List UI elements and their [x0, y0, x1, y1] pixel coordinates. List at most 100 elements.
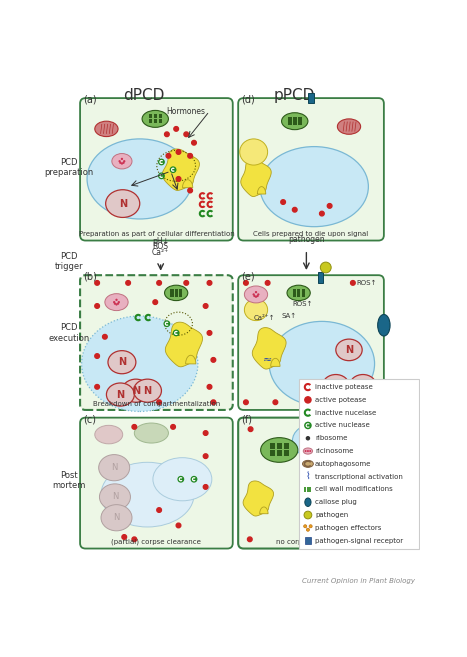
Ellipse shape	[106, 383, 134, 406]
Ellipse shape	[101, 463, 194, 527]
FancyBboxPatch shape	[310, 487, 311, 492]
Bar	[302, 289, 305, 292]
Polygon shape	[260, 507, 268, 514]
Bar	[298, 122, 302, 125]
Text: N: N	[116, 390, 124, 399]
Ellipse shape	[261, 438, 298, 463]
Ellipse shape	[87, 139, 192, 219]
Ellipse shape	[303, 461, 313, 467]
Circle shape	[119, 162, 121, 164]
Circle shape	[157, 400, 162, 405]
Text: pathogen effectors: pathogen effectors	[315, 525, 381, 531]
Circle shape	[159, 159, 164, 165]
Ellipse shape	[164, 285, 188, 301]
Text: PCD
preparation: PCD preparation	[45, 158, 94, 177]
Text: transcriptional activation: transcriptional activation	[315, 474, 403, 480]
Circle shape	[309, 525, 312, 528]
Circle shape	[265, 281, 270, 285]
Text: ricinosome: ricinosome	[315, 448, 353, 454]
Polygon shape	[165, 322, 203, 367]
Ellipse shape	[153, 458, 212, 501]
Text: ribosome: ribosome	[315, 435, 347, 442]
Ellipse shape	[292, 424, 336, 458]
Circle shape	[203, 485, 208, 489]
Circle shape	[184, 132, 189, 137]
Text: (e): (e)	[241, 272, 255, 282]
Circle shape	[304, 511, 312, 519]
Bar	[288, 122, 292, 125]
Ellipse shape	[305, 498, 311, 507]
Circle shape	[309, 450, 311, 452]
Circle shape	[166, 154, 171, 158]
Circle shape	[211, 400, 216, 405]
Circle shape	[255, 296, 257, 298]
Ellipse shape	[95, 121, 118, 137]
Text: (partial) corpse clearance: (partial) corpse clearance	[112, 539, 201, 545]
Circle shape	[114, 302, 116, 305]
Circle shape	[191, 141, 196, 145]
Text: Ca²⁺↑: Ca²⁺↑	[254, 315, 275, 321]
Bar	[154, 114, 157, 118]
Circle shape	[207, 330, 212, 335]
Bar	[179, 293, 183, 297]
Circle shape	[320, 262, 331, 273]
Ellipse shape	[244, 286, 268, 303]
Text: N: N	[113, 513, 120, 522]
Circle shape	[132, 424, 137, 429]
Text: pathogen: pathogen	[288, 235, 325, 244]
Text: cell wall modifications: cell wall modifications	[315, 486, 393, 493]
Bar	[170, 289, 174, 292]
Text: callose plug: callose plug	[315, 499, 357, 505]
Polygon shape	[185, 355, 196, 364]
Circle shape	[173, 330, 179, 336]
Bar	[175, 293, 178, 297]
Circle shape	[351, 281, 355, 285]
Text: Ca²⁺: Ca²⁺	[152, 248, 170, 257]
Text: dPCD: dPCD	[123, 88, 164, 103]
Circle shape	[304, 525, 307, 528]
Text: N: N	[132, 386, 140, 396]
Bar	[277, 450, 282, 456]
Ellipse shape	[269, 321, 375, 406]
FancyBboxPatch shape	[238, 275, 384, 410]
Ellipse shape	[99, 455, 130, 481]
Circle shape	[203, 454, 208, 459]
Polygon shape	[243, 481, 274, 516]
Bar	[302, 293, 305, 297]
Circle shape	[176, 177, 181, 181]
Ellipse shape	[99, 484, 130, 510]
FancyBboxPatch shape	[80, 418, 233, 549]
Circle shape	[211, 357, 216, 362]
Bar	[297, 293, 300, 297]
Circle shape	[132, 537, 137, 541]
Text: ROS↑: ROS↑	[357, 280, 377, 286]
Circle shape	[113, 301, 115, 304]
Circle shape	[255, 291, 257, 293]
Circle shape	[126, 281, 130, 285]
Circle shape	[115, 304, 118, 306]
Circle shape	[176, 150, 181, 154]
Ellipse shape	[112, 154, 132, 169]
Circle shape	[306, 528, 310, 532]
Circle shape	[188, 188, 192, 193]
Text: N: N	[332, 380, 340, 390]
FancyBboxPatch shape	[307, 487, 309, 492]
Circle shape	[191, 476, 197, 482]
Ellipse shape	[378, 315, 390, 336]
Ellipse shape	[134, 423, 169, 443]
Text: Preparation as part of cellular differentiation: Preparation as part of cellular differen…	[78, 231, 234, 237]
Circle shape	[306, 437, 310, 440]
Circle shape	[171, 424, 176, 429]
Bar	[149, 114, 152, 118]
Text: pathogen-signal receptor: pathogen-signal receptor	[315, 537, 403, 543]
Circle shape	[188, 154, 192, 158]
Text: SA↑: SA↑	[282, 313, 297, 319]
Ellipse shape	[105, 294, 128, 311]
Bar	[293, 117, 297, 121]
Circle shape	[307, 450, 309, 452]
Circle shape	[253, 293, 255, 296]
Text: active nuclease: active nuclease	[315, 422, 370, 428]
Circle shape	[281, 200, 285, 204]
Text: PCD
trigger: PCD trigger	[55, 252, 84, 271]
Circle shape	[176, 523, 181, 528]
